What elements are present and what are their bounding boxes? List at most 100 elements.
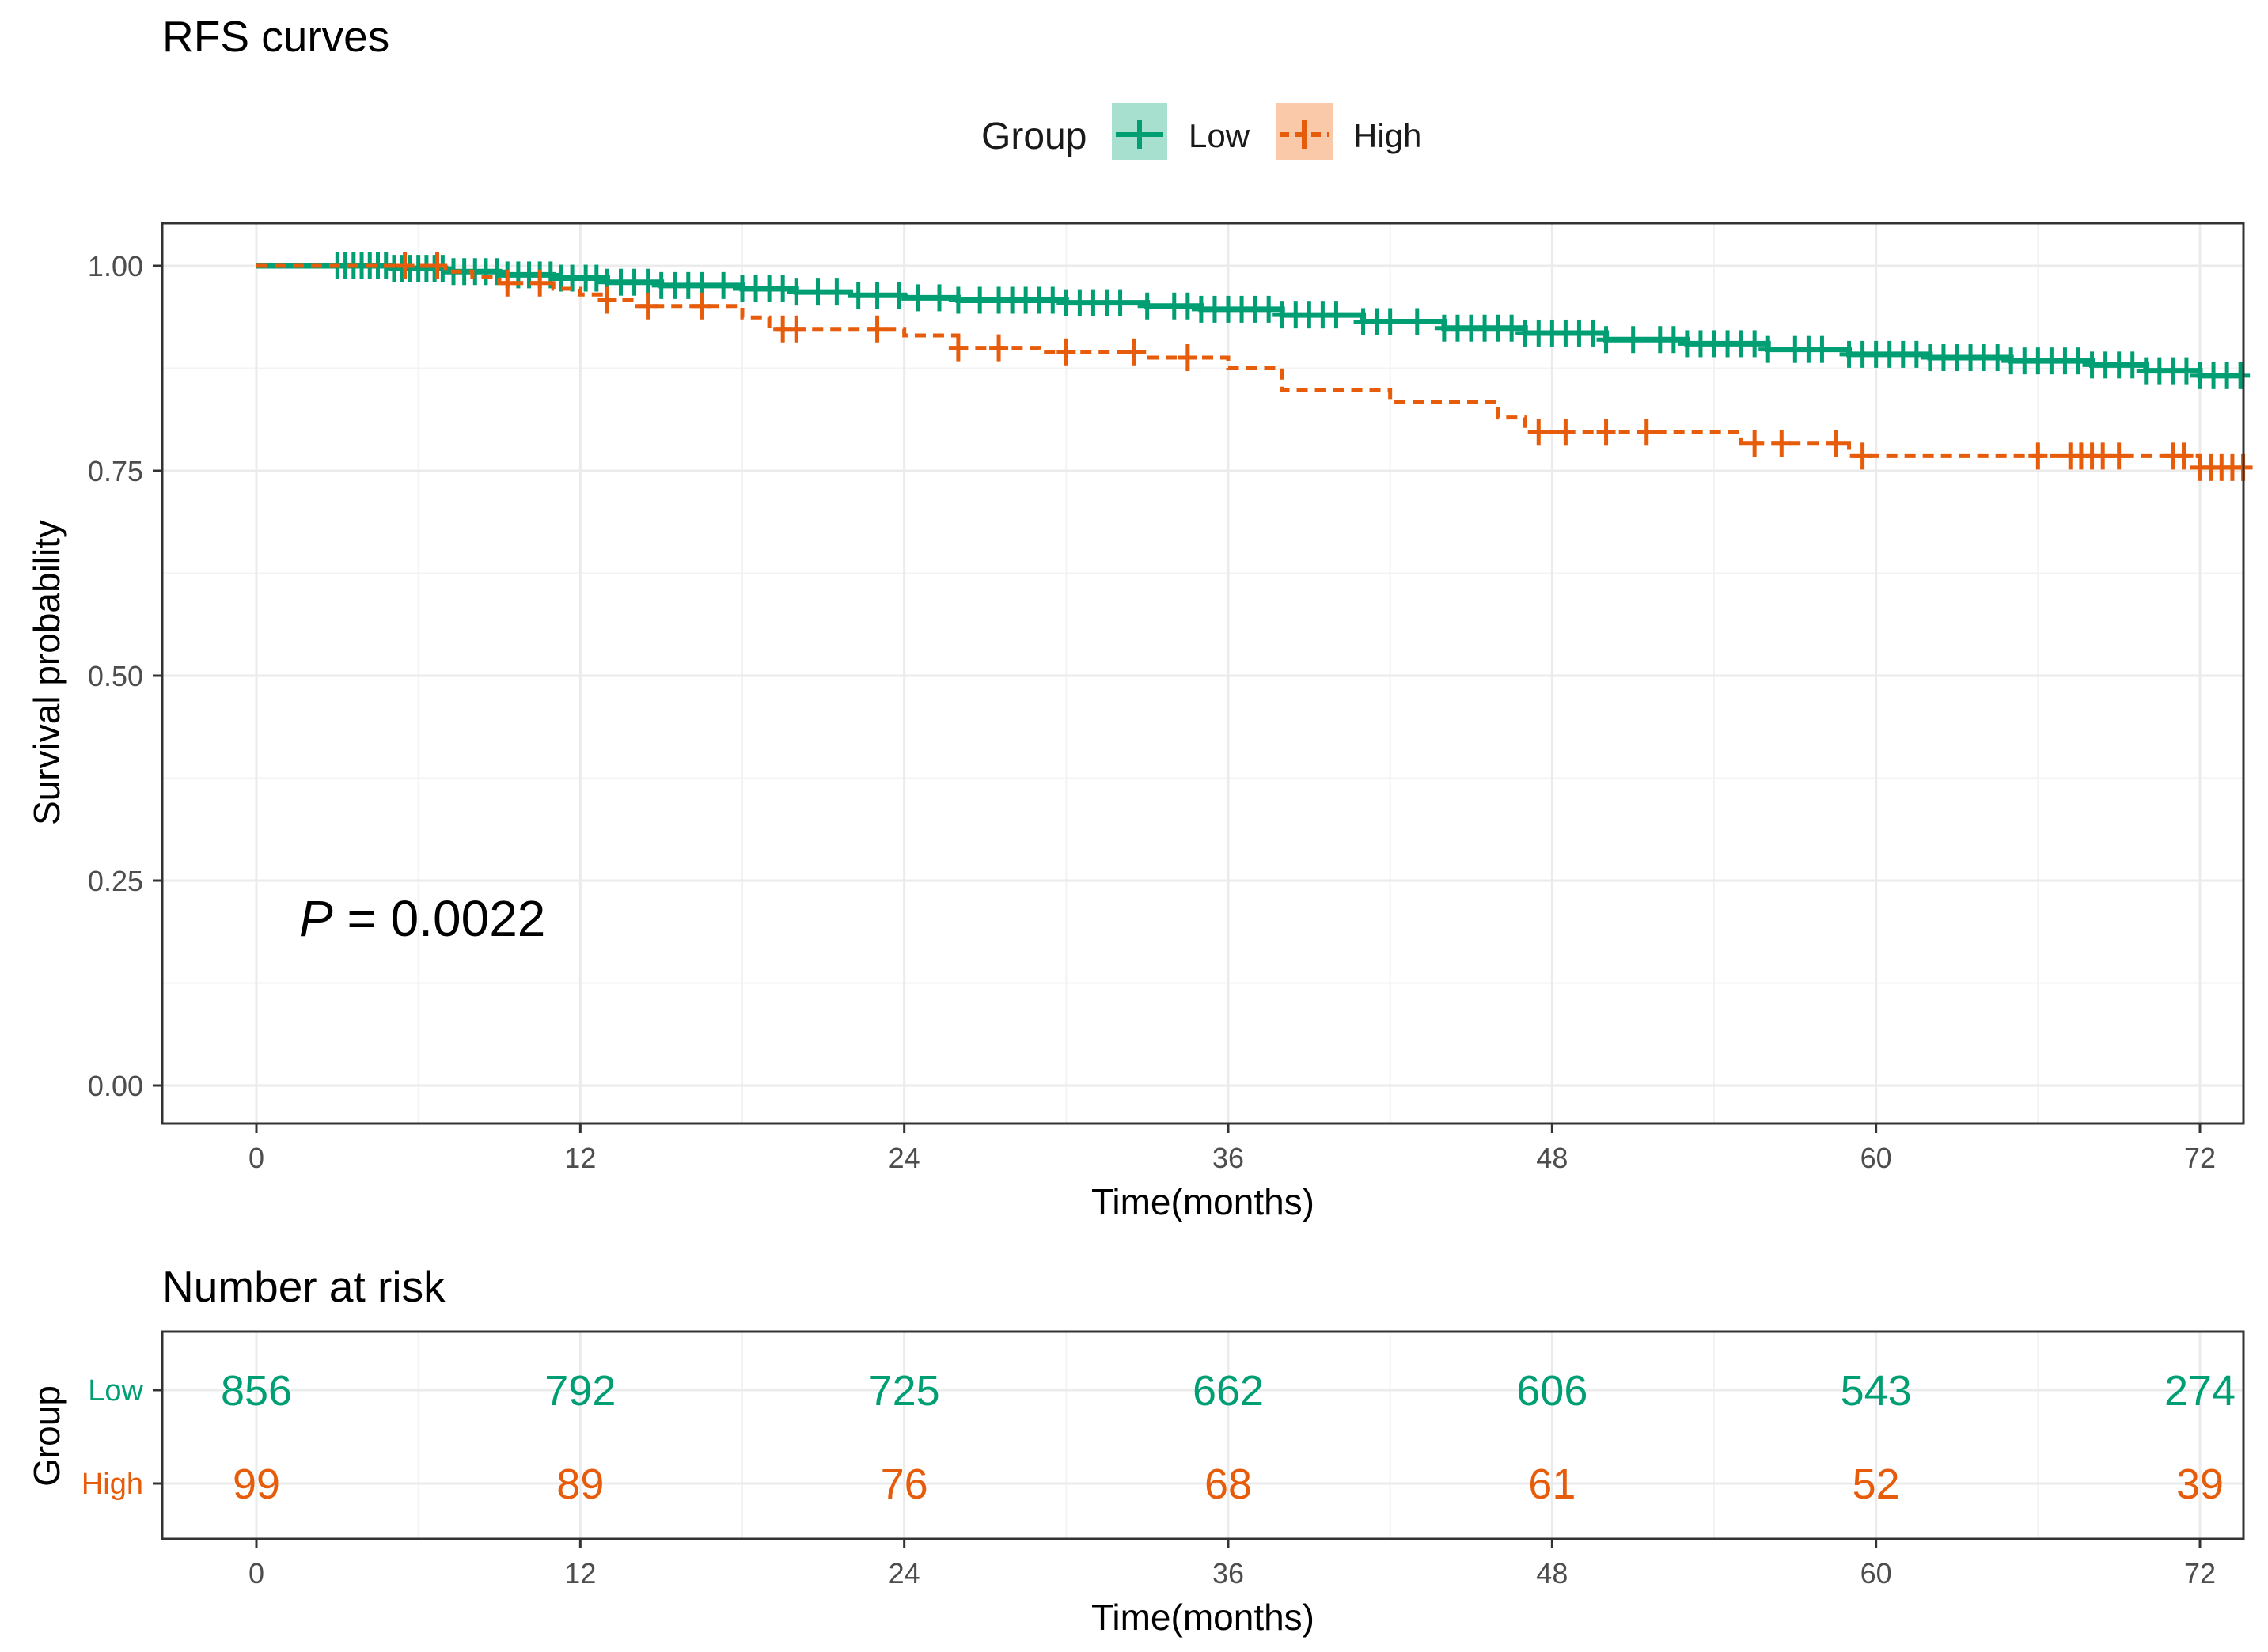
censor-mark-high [1596, 419, 1616, 446]
censor-mark-low [1326, 301, 1346, 329]
risk-table-grid [162, 1332, 2243, 1539]
y-tick-label: 0.00 [88, 1070, 143, 1102]
censor-mark-low [2069, 347, 2088, 375]
risk-x-tick-label: 60 [1860, 1557, 1892, 1589]
censor-mark-high [2028, 442, 2048, 470]
censor-mark-low [1407, 308, 1427, 335]
censor-mark-low [1259, 295, 1279, 323]
censor-mark-high [427, 252, 447, 279]
censor-mark-high [867, 315, 887, 343]
censor-mark-high [498, 269, 518, 297]
censor-mark-low [1596, 326, 1616, 354]
risk-cell-low: 725 [869, 1367, 940, 1415]
x-tick-label: 24 [889, 1142, 920, 1174]
risk-row-label-low: Low [88, 1374, 143, 1408]
risk-cell-low: 662 [1193, 1367, 1264, 1415]
legend-label-low: Low [1189, 117, 1250, 154]
main-y-axis-title: Survival probability [26, 520, 67, 825]
censor-mark-low [1812, 335, 1832, 363]
y-tick-label: 0.50 [88, 660, 143, 692]
censor-mark-low [1380, 308, 1400, 335]
censor-mark-low [848, 282, 868, 309]
censor-mark-high [597, 286, 617, 314]
y-tick-label: 1.00 [88, 250, 143, 282]
risk-x-axis-title: Time(months) [1091, 1597, 1314, 1638]
censor-mark-high [395, 252, 415, 279]
censor-mark-low [1043, 286, 1063, 314]
main-x-axis-title: Time(months) [1091, 1181, 1314, 1222]
x-tick-label: 60 [1860, 1142, 1892, 1174]
censor-mark-low [773, 275, 793, 303]
risk-table-panel [161, 1330, 2245, 1540]
censor-mark-low [808, 278, 828, 306]
risk-cell-low: 792 [544, 1367, 616, 1415]
censor-mark-low [1623, 326, 1643, 354]
p-value-label: P [299, 890, 333, 947]
x-tick-label: 48 [1536, 1142, 1568, 1174]
censor-mark-low [1988, 344, 2008, 372]
censor-mark-low [948, 286, 968, 314]
risk-x-tick-label: 48 [1536, 1557, 1568, 1589]
risk-x-tick-label: 24 [889, 1557, 920, 1589]
censor-mark-high [2174, 442, 2194, 470]
x-tick-label: 72 [2184, 1142, 2216, 1174]
risk-cell-high: 39 [2176, 1461, 2224, 1508]
censor-mark-low [2231, 362, 2251, 389]
censor-mark-low [908, 284, 927, 312]
censor-mark-high [1178, 344, 1197, 372]
risk-cell-high: 76 [881, 1461, 928, 1508]
risk-cell-high: 52 [1853, 1461, 1900, 1508]
main-plot-grid [162, 223, 2243, 1123]
risk-cell-low: 606 [1516, 1367, 1587, 1415]
risk-table-cells: 856 792 725 662 606 543 274 99 89 76 68 61 52 39 [221, 1367, 2236, 1508]
censor-mark-high [1853, 442, 1872, 470]
censor-mark-low [889, 282, 908, 309]
censor-mark-low [930, 284, 950, 312]
censor-mark-low [1758, 335, 1778, 363]
survival-curves [256, 252, 2253, 481]
risk-row-label-high: High [82, 1468, 143, 1501]
risk-cell-low: 274 [2164, 1367, 2236, 1415]
censor-mark-low [714, 271, 734, 299]
censor-mark-high [1745, 430, 1765, 457]
risk-table-axes: Low High 0 12 24 36 48 60 72 [82, 1374, 2216, 1589]
censor-mark-high [1772, 430, 1792, 457]
chart-title: RFS curves [162, 12, 389, 61]
legend: Group Low High [981, 103, 1421, 160]
survival-line-high [256, 263, 2243, 470]
risk-table-title: Number at risk [162, 1262, 446, 1311]
censor-mark-high [1529, 419, 1549, 446]
x-tick-label: 12 [564, 1142, 596, 1174]
censor-mark-low [1110, 289, 1130, 316]
p-value-number: = 0.0022 [333, 890, 546, 947]
legend-key-high [1276, 103, 1333, 160]
censor-mark-low [1906, 340, 1926, 368]
legend-label-high: High [1353, 117, 1421, 154]
censor-mark-high [1637, 419, 1656, 446]
censor-mark-high [989, 334, 1009, 362]
censor-mark-low [1745, 330, 1765, 358]
censor-mark-high [1056, 338, 1076, 366]
x-tick-label: 36 [1212, 1142, 1244, 1174]
risk-cell-high: 61 [1528, 1461, 1576, 1508]
y-tick-label: 0.25 [88, 865, 143, 897]
main-plot-panel [161, 222, 2245, 1125]
censor-mark-high [787, 315, 806, 343]
censor-mark-low [638, 268, 658, 296]
risk-x-tick-label: 0 [248, 1557, 264, 1589]
censor-mark-high [1826, 430, 1845, 457]
risk-cell-low: 856 [221, 1367, 292, 1415]
censor-mark-low [1502, 314, 1522, 342]
censor-mark-high [530, 269, 550, 297]
censor-mark-low [1137, 292, 1157, 320]
risk-cell-high: 89 [556, 1461, 604, 1508]
censor-mark-low [787, 278, 806, 306]
censor-mark-high [2109, 442, 2129, 470]
censor-mark-low [586, 264, 606, 292]
p-value-annotation: P = 0.0022 [299, 890, 545, 947]
censor-mark-high [638, 292, 658, 320]
censor-mark-low [1663, 326, 1683, 354]
legend-title: Group [981, 116, 1087, 157]
censor-mark-low [2176, 357, 2196, 385]
